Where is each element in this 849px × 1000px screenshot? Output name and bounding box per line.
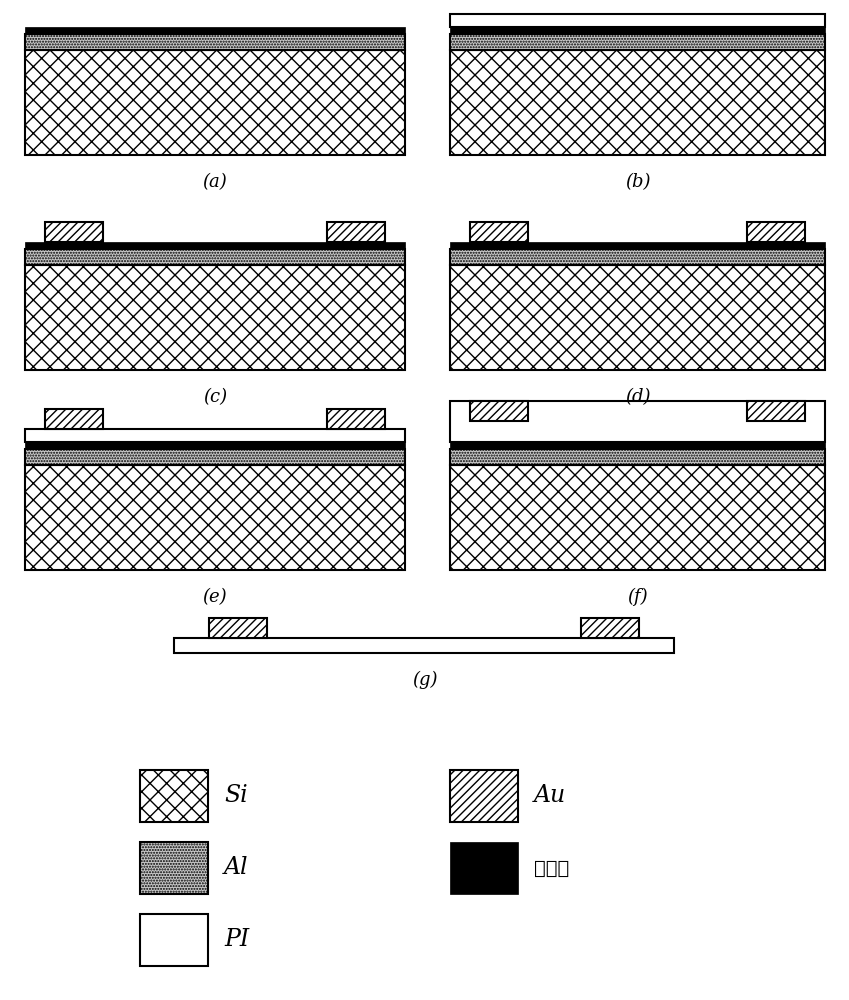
Bar xyxy=(45,409,103,429)
Bar xyxy=(450,249,825,265)
Text: Al: Al xyxy=(224,856,249,880)
Bar xyxy=(747,401,805,421)
Bar xyxy=(45,222,103,242)
Bar xyxy=(25,34,405,50)
Bar xyxy=(25,265,405,370)
Bar xyxy=(25,242,405,249)
Text: Si: Si xyxy=(224,784,248,808)
Text: (f): (f) xyxy=(627,588,648,606)
Text: (d): (d) xyxy=(625,388,650,406)
Bar xyxy=(140,770,208,822)
Bar xyxy=(175,638,674,653)
Bar xyxy=(25,50,405,155)
Bar xyxy=(25,465,405,570)
Bar xyxy=(450,401,825,442)
Bar xyxy=(450,14,825,27)
Bar xyxy=(25,442,405,449)
Bar xyxy=(470,401,528,421)
Bar xyxy=(470,222,528,242)
Bar xyxy=(450,34,825,50)
Bar xyxy=(140,914,208,966)
Text: (e): (e) xyxy=(203,588,228,606)
Text: (g): (g) xyxy=(412,671,437,689)
Bar xyxy=(450,27,825,34)
Text: Au: Au xyxy=(534,784,566,808)
Bar xyxy=(450,265,825,370)
Text: PI: PI xyxy=(224,928,250,952)
Text: (b): (b) xyxy=(625,173,650,191)
Bar xyxy=(450,842,518,894)
Bar xyxy=(450,50,825,155)
Bar xyxy=(450,465,825,570)
Bar xyxy=(25,27,405,34)
Bar xyxy=(25,449,405,465)
Bar xyxy=(450,449,825,465)
Text: (c): (c) xyxy=(203,388,227,406)
Bar xyxy=(450,242,825,249)
Bar xyxy=(582,618,639,638)
Bar xyxy=(327,222,385,242)
Bar xyxy=(210,618,267,638)
Bar xyxy=(140,842,208,894)
Bar xyxy=(450,442,825,449)
Bar xyxy=(25,429,405,442)
Bar xyxy=(25,249,405,265)
Text: 石墨烯: 石墨烯 xyxy=(534,858,569,878)
Text: (a): (a) xyxy=(203,173,228,191)
Bar xyxy=(327,409,385,429)
Bar xyxy=(450,770,518,822)
Bar xyxy=(747,222,805,242)
